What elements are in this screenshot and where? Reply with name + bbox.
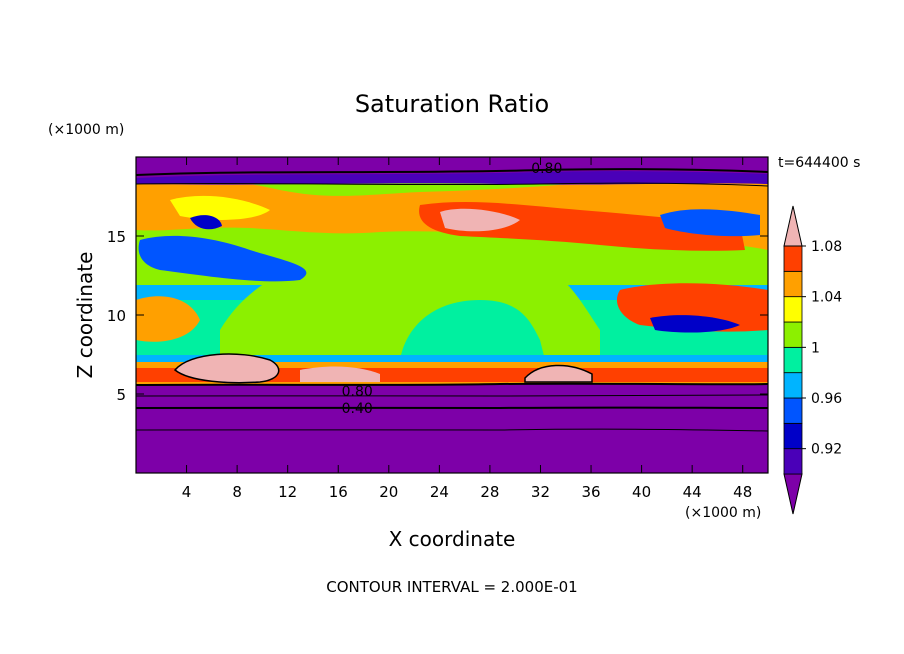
colorbar-label: 1.08 — [811, 239, 842, 255]
y-tick-label: 10 — [107, 307, 126, 325]
x-tick-label: 48 — [733, 483, 752, 501]
contour-line-low-060 — [136, 394, 768, 397]
contour-line-pink-right — [524, 364, 593, 383]
x-axis-label: X coordinate — [389, 527, 516, 551]
x-tick-label: 24 — [430, 483, 449, 501]
x-tick-label: 36 — [581, 483, 600, 501]
colorbar-swatch — [783, 245, 803, 272]
field-lower-pink-mid — [300, 366, 380, 382]
contour-line-low-020 — [136, 428, 768, 432]
x-tick-label: 44 — [683, 483, 702, 501]
footer-contour-interval: CONTOUR INTERVAL = 2.000E-01 — [326, 578, 577, 596]
x-tick-label: 28 — [480, 483, 499, 501]
field-left-orange — [136, 296, 200, 342]
contour-line-low-080 — [136, 382, 768, 386]
x-tick-label: 16 — [329, 483, 348, 501]
field-upper-pink — [440, 208, 520, 232]
colorbar-swatch — [783, 321, 803, 348]
contour-label: 0.80 — [342, 384, 373, 400]
colorbar: 1.08 1.04 1 0.96 0.92 — [783, 205, 842, 515]
colorbar-swatch — [783, 270, 803, 298]
contour-label: 0.80 — [531, 161, 562, 177]
x-tick-label: 12 — [278, 483, 297, 501]
contour-label: 0.40 — [342, 401, 373, 417]
x-tick-label: 32 — [531, 483, 550, 501]
field-upper-blue-right — [660, 209, 760, 237]
contour-line-low-040 — [136, 406, 768, 410]
field-bottom-purple — [136, 384, 768, 473]
contour-line-top — [136, 168, 768, 176]
colorbar-label: 0.92 — [811, 442, 842, 458]
field-lower-pink-right — [525, 365, 592, 382]
field-lower-red — [136, 368, 768, 382]
colorbar-upper-arrow — [783, 205, 803, 247]
x-tick-label: 8 — [232, 483, 242, 501]
y-axis-ticks: 5 10 15 — [107, 228, 768, 404]
field-top-violet — [136, 171, 768, 185]
chart-title: Saturation Ratio — [355, 90, 549, 118]
x-tick-label: 20 — [379, 483, 398, 501]
colorbar-swatch — [783, 422, 803, 450]
x-unit-label: (×1000 m) — [685, 505, 761, 521]
colorbar-swatch — [783, 397, 803, 424]
contour-line-top-2 — [136, 182, 768, 187]
y-axis-label: Z coordinate — [73, 252, 97, 379]
field-lower-pink-left — [175, 354, 279, 383]
colorbar-label: 1 — [811, 340, 820, 356]
field-upper-yellow — [170, 195, 270, 220]
x-tick-label: 4 — [182, 483, 192, 501]
colorbar-swatch — [783, 372, 803, 399]
x-axis-ticks: 4 8 12 16 20 24 28 32 36 40 44 48 — [182, 157, 752, 501]
y-unit-label: (×1000 m) — [48, 122, 124, 138]
colorbar-lower-arrow — [783, 473, 803, 515]
colorbar-swatch — [783, 296, 803, 323]
field-right-blue — [650, 315, 740, 333]
y-tick-label: 15 — [107, 228, 126, 246]
field-upper-darkblue — [190, 215, 222, 230]
x-tick-label: 40 — [632, 483, 651, 501]
field-green-core — [400, 300, 545, 360]
contour-line-pink-left — [173, 353, 280, 384]
field-upper-blue — [138, 235, 307, 282]
colorbar-label: 1.04 — [811, 290, 842, 306]
y-tick-label: 5 — [116, 386, 126, 404]
contour-labels: 0.800.800.40 — [342, 161, 563, 417]
time-label: t=644400 s — [778, 155, 860, 171]
contour-field — [136, 157, 768, 473]
colorbar-swatch — [783, 448, 803, 475]
colorbar-swatch — [783, 346, 803, 374]
colorbar-label: 0.96 — [811, 391, 842, 407]
